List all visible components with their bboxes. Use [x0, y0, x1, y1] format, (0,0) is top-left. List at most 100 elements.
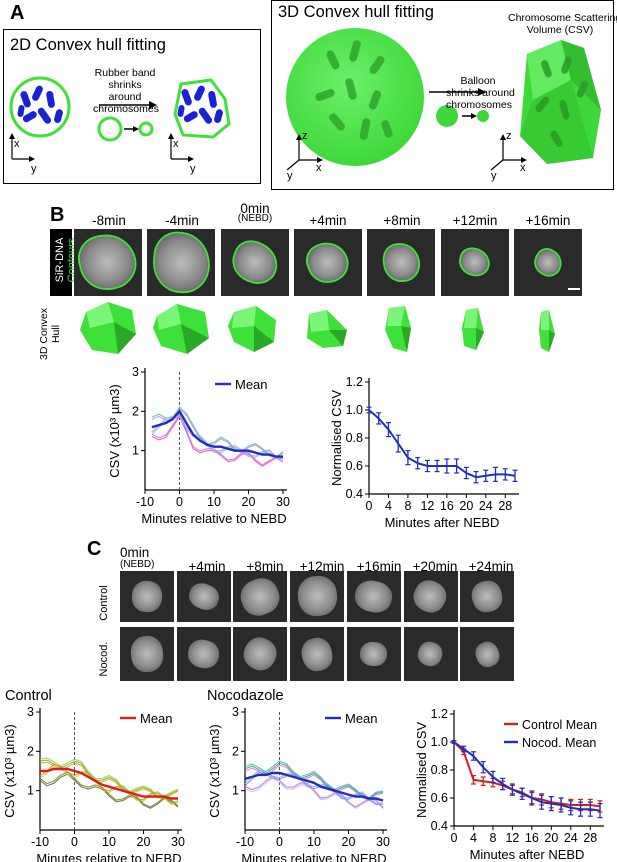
chart-c-left: -10 0 10 20 30 1 2 3 Minutes relative to NEBD CSV…	[2, 705, 185, 862]
axis-3d-x-right: x	[520, 162, 526, 174]
x-axis-label: Minutes relative to NEBD	[141, 511, 286, 526]
y-axis-label: Normalised CSV	[329, 390, 344, 486]
micrograph	[293, 229, 362, 296]
x-tick-label: 10	[307, 835, 321, 849]
rubber-band-caption: Rubber band shrinks around chromosomes	[93, 67, 159, 115]
chromosome-mass	[76, 231, 140, 294]
control-row-text: Control	[98, 585, 110, 621]
y-tick-label: 3	[27, 705, 34, 719]
timepoint-label: 0min	[120, 545, 150, 560]
hull-shape	[385, 306, 411, 352]
hull-shape	[462, 308, 484, 350]
x-tick-label: 24	[479, 499, 493, 513]
x-axis-label: Minutes relative to NEBD	[241, 851, 386, 862]
y-tick-label: 1.2	[431, 707, 448, 721]
x-tick-label: 10	[102, 835, 116, 849]
x-tick-label: 30	[171, 835, 185, 849]
hull-row-label: 3D Convex Hull	[38, 299, 62, 369]
chromosome-mass	[383, 243, 419, 282]
mean-line	[40, 767, 178, 800]
trace-line	[151, 406, 284, 458]
chromosome-mass	[359, 641, 388, 667]
csv-caption: Chromosome Scattering Volume (CSV)	[508, 12, 617, 36]
chromosome-mass	[458, 247, 491, 278]
chromosome-mass	[408, 575, 453, 618]
timepoint-label: +4min	[188, 559, 226, 574]
axis-3d-z: z	[302, 130, 308, 142]
micrograph	[176, 571, 231, 622]
trace-line	[39, 759, 179, 798]
micrograph	[74, 229, 142, 296]
micrograph	[346, 627, 401, 681]
x-tick-label: 20	[459, 499, 473, 513]
x-tick-label: 0	[366, 499, 373, 513]
caption-line: shrinks around	[446, 87, 515, 99]
chromosome-mass	[295, 574, 339, 619]
x-tick-label: -10	[236, 835, 254, 849]
micrograph	[176, 627, 231, 681]
chromosome-mass	[531, 246, 564, 279]
trace-line	[151, 413, 284, 466]
axis-3d-y-right: y	[491, 170, 497, 182]
y-tick-label: 1.0	[431, 735, 448, 749]
caption-line: chromosomes	[93, 103, 159, 115]
chromosome-mass	[469, 577, 506, 616]
y-tick-label: 0.6	[431, 791, 448, 805]
chromosome-mass	[131, 580, 163, 613]
x-axis-label: Minutes after NEBD	[470, 847, 585, 862]
micrograph	[233, 627, 288, 681]
panel-a-2d-diagram	[9, 76, 231, 162]
hull-shape	[228, 306, 276, 352]
y-axis-label: CSV (x10³ µm3)	[107, 384, 122, 477]
timepoint-label: +12min	[452, 213, 498, 228]
trace-line	[39, 757, 179, 797]
x-tick-label: 28	[498, 499, 512, 513]
x-tick-label: 20	[342, 835, 356, 849]
x-tick-label: 30	[276, 495, 290, 509]
y-axis-label: Normalised CSV	[414, 722, 429, 818]
chart-c-middle-title: Nocodazole	[207, 688, 284, 704]
chromosome-mass	[414, 638, 447, 670]
y-axis-label: CSV (x10³ µm3)	[207, 724, 222, 817]
y-tick-label: 1	[132, 444, 139, 458]
x-tick-label: 16	[440, 499, 454, 513]
panel-label-c: C	[87, 538, 102, 560]
micrograph	[367, 229, 436, 296]
micrograph	[120, 627, 174, 681]
panel-label-a: A	[10, 2, 25, 24]
mean-line	[244, 771, 384, 802]
y-tick-label: 1.0	[346, 403, 363, 417]
x-tick-label: 10	[207, 495, 221, 509]
sir-dna-text: SiR-DNA	[54, 237, 66, 283]
timepoint-label: +16min	[525, 213, 571, 228]
micrograph	[346, 571, 401, 622]
panel-label-b: B	[50, 204, 65, 226]
y-tick-label: 1.2	[346, 375, 363, 389]
y-tick-label: 0.8	[346, 431, 363, 445]
nebd-note: (NEBD)	[120, 559, 155, 570]
scale-bar	[556, 614, 568, 616]
hull-shape	[80, 302, 136, 354]
caption-line: Chromosome Scattering	[508, 12, 617, 24]
x-tick-label: 4	[470, 831, 477, 845]
trace-line	[39, 771, 179, 808]
micrograph	[440, 229, 509, 296]
chromosome-mass	[185, 579, 223, 614]
x-tick-label: 12	[505, 831, 519, 845]
y-tick-label: 2	[132, 404, 139, 418]
y-tick-label: 3	[232, 705, 239, 719]
chromosome-mass	[471, 638, 503, 670]
chart-c-right: 0 4 8 12 16 20 24 28 0.4 0.6 0.8 1.0 1.2 Minutes afte…	[414, 707, 604, 862]
hull-shape	[307, 310, 347, 348]
x-tick-label: 30	[376, 835, 390, 849]
panel-a-left-title: 2D Convex hull fitting	[10, 36, 166, 54]
panel-a-right-title: 3D Convex hull fitting	[278, 3, 434, 21]
chart-c-middle: -10 0 10 20 30 1 2 3 Minutes relative to NEBD CSV…	[207, 705, 390, 862]
chart-b-left: -10 0 10 20 30 1 2 3 Minutes relative to NEBD CSV…	[107, 365, 290, 526]
axis-3d-x: x	[316, 162, 322, 174]
panel-a-3d-diagram	[286, 28, 601, 171]
chromosome-mass	[236, 572, 285, 621]
trace-line	[244, 760, 384, 799]
y-axis-label: CSV (x10³ µm3)	[2, 724, 17, 817]
x-axis-label: Minutes relative to NEBD	[36, 851, 181, 862]
